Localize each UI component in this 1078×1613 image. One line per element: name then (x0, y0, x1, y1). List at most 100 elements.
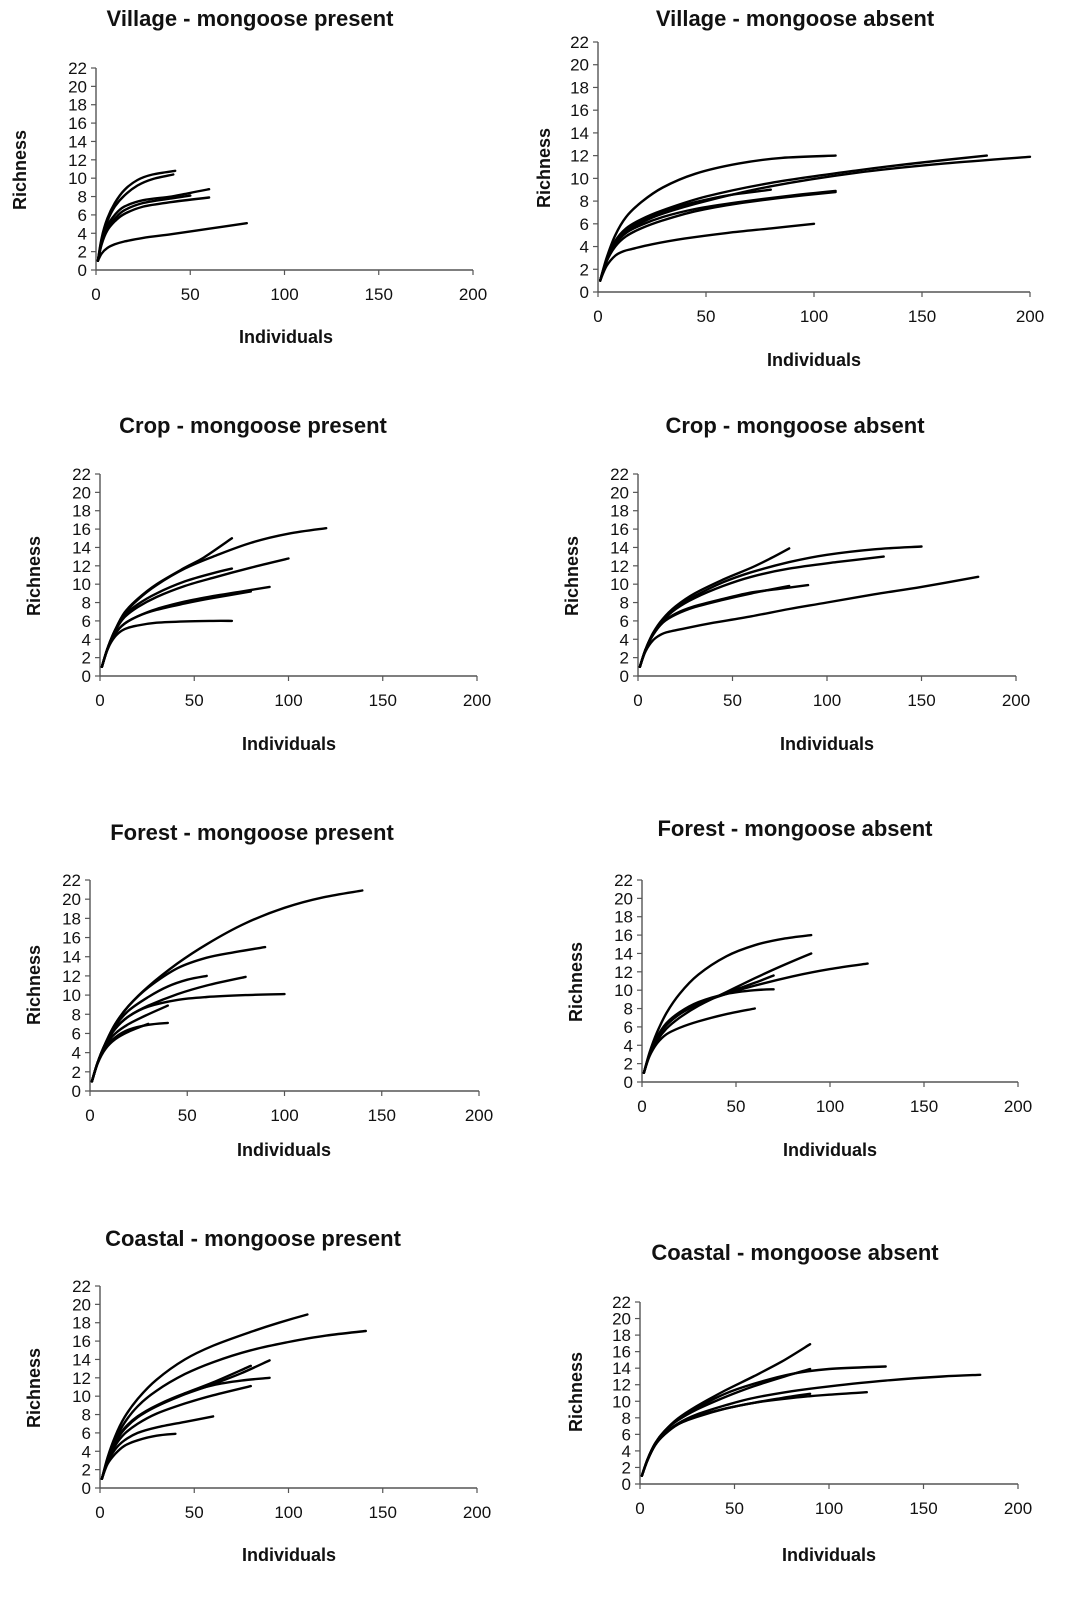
y-tick-label: 6 (624, 1018, 633, 1037)
y-tick-label: 10 (72, 575, 91, 594)
y-tick-label: 2 (624, 1055, 633, 1074)
y-tick-label: 0 (72, 1082, 81, 1101)
y-tick-label: 8 (620, 594, 629, 613)
chart-title: Village - mongoose absent (656, 6, 935, 31)
series-line-2 (100, 1329, 367, 1480)
series-line-5 (638, 584, 791, 668)
y-tick-label: 10 (614, 981, 633, 1000)
y-tick-label: 10 (610, 575, 629, 594)
y-tick-label: 8 (580, 192, 589, 211)
panel-4: Crop - mongoose absent024681012141618202… (562, 413, 1030, 754)
y-tick-label: 6 (622, 1425, 631, 1444)
y-tick-label: 6 (580, 215, 589, 234)
series-line-7 (100, 619, 234, 668)
y-tick-label: 6 (78, 206, 87, 225)
x-axis-label: Individuals (239, 327, 333, 347)
y-tick-label: 12 (72, 1369, 91, 1388)
chart-title: Village - mongoose present (107, 6, 395, 31)
y-tick-label: 16 (570, 101, 589, 120)
x-tick-label: 50 (185, 691, 204, 710)
chart-title: Forest - mongoose absent (657, 816, 933, 841)
x-tick-label: 200 (463, 691, 491, 710)
y-tick-label: 6 (620, 612, 629, 631)
series-line-8 (100, 1432, 177, 1480)
x-tick-label: 50 (178, 1106, 197, 1125)
series-line-3 (90, 974, 208, 1083)
y-tick-label: 14 (612, 1359, 631, 1378)
x-axis-label: Individuals (782, 1545, 876, 1565)
y-tick-label: 10 (68, 169, 87, 188)
y-tick-label: 8 (624, 1000, 633, 1019)
x-tick-label: 100 (270, 285, 298, 304)
y-tick-label: 16 (68, 114, 87, 133)
y-tick-label: 10 (62, 986, 81, 1005)
y-tick-label: 2 (72, 1063, 81, 1082)
chart-title: Coastal - mongoose present (105, 1226, 402, 1251)
x-tick-label: 50 (727, 1097, 746, 1116)
series-line-3 (638, 547, 791, 668)
y-tick-label: 2 (82, 1461, 91, 1480)
x-tick-label: 0 (85, 1106, 94, 1125)
y-tick-label: 4 (580, 238, 589, 257)
x-tick-label: 0 (91, 285, 100, 304)
y-tick-label: 12 (62, 967, 81, 986)
x-tick-label: 100 (274, 1503, 302, 1522)
y-tick-label: 18 (570, 78, 589, 97)
y-tick-label: 4 (620, 630, 629, 649)
y-tick-label: 12 (570, 147, 589, 166)
y-tick-label: 0 (580, 283, 589, 302)
x-tick-label: 50 (725, 1499, 744, 1518)
chart-title: Crop - mongoose absent (665, 413, 925, 438)
series-line-3 (100, 557, 290, 668)
series-line-4 (638, 583, 810, 668)
y-tick-label: 22 (612, 1293, 631, 1312)
x-tick-label: 200 (1016, 307, 1044, 326)
y-tick-label: 4 (82, 630, 91, 649)
y-tick-label: 14 (72, 1350, 91, 1369)
x-tick-label: 100 (816, 1097, 844, 1116)
series-line-7 (599, 222, 816, 282)
series-line-5 (642, 988, 775, 1074)
y-tick-label: 8 (82, 594, 91, 613)
panel-3: Crop - mongoose present02468101214161820… (24, 413, 491, 754)
y-tick-label: 10 (72, 1387, 91, 1406)
series-line-1 (638, 545, 923, 668)
series-line-5 (599, 189, 837, 282)
y-tick-label: 4 (82, 1442, 91, 1461)
y-tick-label: 22 (614, 871, 633, 890)
series-line-7 (100, 1415, 215, 1480)
y-tick-label: 18 (72, 502, 91, 521)
y-tick-label: 20 (612, 1310, 631, 1329)
chart-title: Crop - mongoose present (119, 413, 387, 438)
y-tick-label: 16 (62, 929, 81, 948)
y-tick-label: 2 (580, 260, 589, 279)
y-tick-label: 4 (72, 1044, 81, 1063)
x-tick-label: 150 (910, 1097, 938, 1116)
x-tick-label: 50 (181, 285, 200, 304)
y-tick-label: 10 (612, 1392, 631, 1411)
y-tick-label: 0 (620, 667, 629, 686)
y-tick-label: 22 (570, 33, 589, 52)
series-line-6 (638, 575, 980, 668)
chart-title: Coastal - mongoose absent (651, 1240, 939, 1265)
chart-title: Forest - mongoose present (110, 820, 394, 845)
series-line-8 (90, 1022, 150, 1083)
y-tick-label: 4 (622, 1442, 631, 1461)
series-line-1 (640, 1343, 812, 1477)
x-tick-label: 100 (274, 691, 302, 710)
y-tick-label: 2 (78, 243, 87, 262)
y-tick-label: 14 (570, 124, 589, 143)
y-tick-label: 8 (622, 1409, 631, 1428)
y-tick-label: 12 (72, 557, 91, 576)
x-tick-label: 100 (270, 1106, 298, 1125)
series-line-1 (100, 1313, 309, 1480)
y-tick-label: 16 (612, 1343, 631, 1362)
y-tick-label: 8 (78, 188, 87, 207)
y-tick-label: 20 (610, 483, 629, 502)
x-tick-label: 50 (185, 1503, 204, 1522)
x-tick-label: 150 (369, 691, 397, 710)
series-line-1 (642, 933, 813, 1074)
y-tick-label: 22 (72, 465, 91, 484)
y-tick-label: 16 (610, 520, 629, 539)
